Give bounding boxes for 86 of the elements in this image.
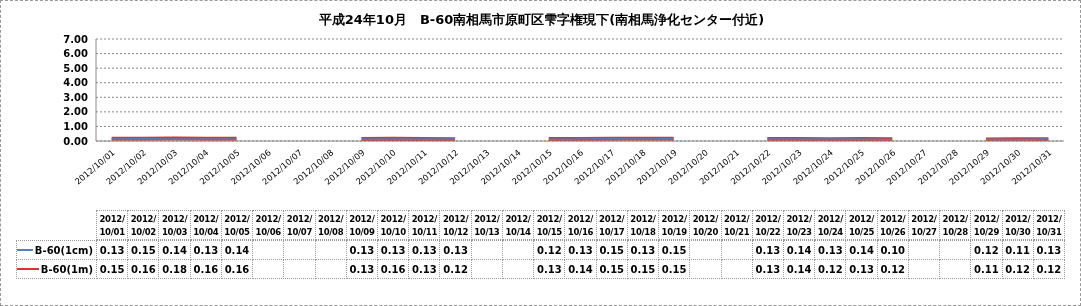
category-label: 2012/10/24 (817, 214, 843, 237)
data-label: 0.11 (1001, 240, 1034, 260)
chart-title: 平成24年10月 B-60南相馬市原町区雫字権現下(南相馬浄化センター付近) (317, 11, 766, 29)
category-label: 2012/10/09 (349, 214, 375, 237)
category-label: 2012/10/21 (723, 214, 750, 237)
category-label: 2012/10/01 (99, 214, 125, 237)
data-label: 0.13 (751, 259, 784, 279)
data-label: 0.13 (751, 240, 784, 260)
data-label: 0.15 (658, 259, 691, 279)
data-label: 0.13 (626, 240, 660, 260)
category-label: 2012/10/07 (286, 214, 313, 237)
category-label: 2012/10/06 (255, 214, 281, 237)
category-label: 2012/10/03 (161, 214, 188, 237)
category-label: 2012/10/26 (880, 214, 906, 237)
data-label: 0.12 (439, 259, 472, 279)
data-label: 0.14 (220, 240, 254, 260)
category-label: 2012/10/15 (536, 214, 562, 237)
data-label: 0.14 (564, 259, 597, 279)
category-label: 2012/10/29 (973, 214, 1000, 237)
data-label: 0.12 (1032, 259, 1065, 279)
category-label: 2012/10/13 (474, 214, 500, 237)
data-label: 0.16 (127, 259, 160, 279)
y-tick-label: 5.00 (63, 62, 89, 74)
data-label: 0.13 (439, 240, 472, 260)
category-label: 2012/10/20 (692, 214, 719, 237)
data-label: 0.16 (377, 259, 410, 279)
data-label: 0.15 (595, 259, 628, 279)
category-label: 2012/10/04 (193, 214, 219, 237)
category-label: 2012/10/17 (599, 214, 625, 237)
category-label: 2012/10/30 (1005, 214, 1031, 237)
category-label: 2012/10/25 (848, 214, 875, 237)
category-label: 2012/10/05 (224, 214, 250, 237)
data-label: 0.13 (345, 259, 379, 279)
data-label: 0.12 (814, 259, 847, 279)
category-label: 2012/10/19 (661, 214, 687, 237)
category-label: 2012/10/11 (411, 214, 437, 237)
data-label: 0.13 (408, 240, 441, 260)
data-label: 0.13 (564, 240, 597, 260)
category-label: 2012/10/22 (755, 214, 781, 237)
category-label: 2012/10/16 (567, 214, 594, 237)
data-label: 0.14 (782, 259, 816, 279)
data-label: 0.10 (876, 240, 909, 260)
data-label: 0.13 (189, 240, 222, 260)
data-label: 0.13 (96, 240, 129, 260)
y-tick-label: 6.00 (63, 48, 89, 60)
data-label: 0.13 (377, 240, 410, 260)
data-label: 0.15 (626, 259, 660, 279)
data-label: 0.13 (533, 259, 566, 279)
category-label: 2012/10/28 (942, 214, 968, 237)
data-label: 0.14 (782, 240, 816, 260)
data-label: 0.15 (595, 240, 628, 260)
category-label: 2012/10/08 (318, 214, 344, 237)
y-tick-label: 1.00 (63, 120, 89, 132)
data-label: 0.13 (814, 240, 847, 260)
category-label: 2012/10/23 (786, 214, 812, 237)
data-label: 0.13 (345, 240, 379, 260)
category-label: 2012/10/27 (911, 214, 937, 237)
data-label: 0.12 (533, 240, 566, 260)
y-tick-label: 7.00 (63, 33, 89, 45)
category-label: 2012/10/02 (130, 214, 156, 237)
data-label: 0.16 (220, 259, 254, 279)
category-label: 2012/10/14 (505, 214, 531, 237)
category-label: 2012/10/12 (442, 214, 469, 237)
data-label: 0.12 (1001, 259, 1034, 279)
data-label: 0.15 (658, 240, 691, 260)
data-label: 0.13 (845, 259, 878, 279)
data-label: 0.13 (408, 259, 441, 279)
y-tick-label: 4.00 (63, 77, 89, 89)
y-tick-label: 0.00 (63, 135, 89, 147)
y-tick-label: 2.00 (63, 106, 89, 118)
data-label: 0.12 (876, 259, 909, 279)
data-label: 0.11 (970, 259, 1003, 279)
y-tick-label: 3.00 (63, 91, 89, 103)
data-label: 0.14 (158, 240, 191, 260)
category-label: 2012/10/18 (630, 214, 656, 237)
legend-label: B-60(1cm) (16, 240, 97, 260)
data-label: 0.15 (127, 240, 160, 260)
data-label: 0.12 (970, 240, 1003, 260)
data-label: 0.16 (189, 259, 222, 279)
data-label: 0.14 (845, 240, 878, 260)
category-label: 2012/10/31 (1036, 214, 1062, 237)
category-label: 2012/10/10 (380, 214, 406, 237)
data-label: 0.18 (158, 259, 191, 279)
data-label: 0.13 (1032, 240, 1065, 260)
data-label: 0.15 (96, 259, 129, 279)
legend-label: B-60(1m) (16, 259, 97, 279)
